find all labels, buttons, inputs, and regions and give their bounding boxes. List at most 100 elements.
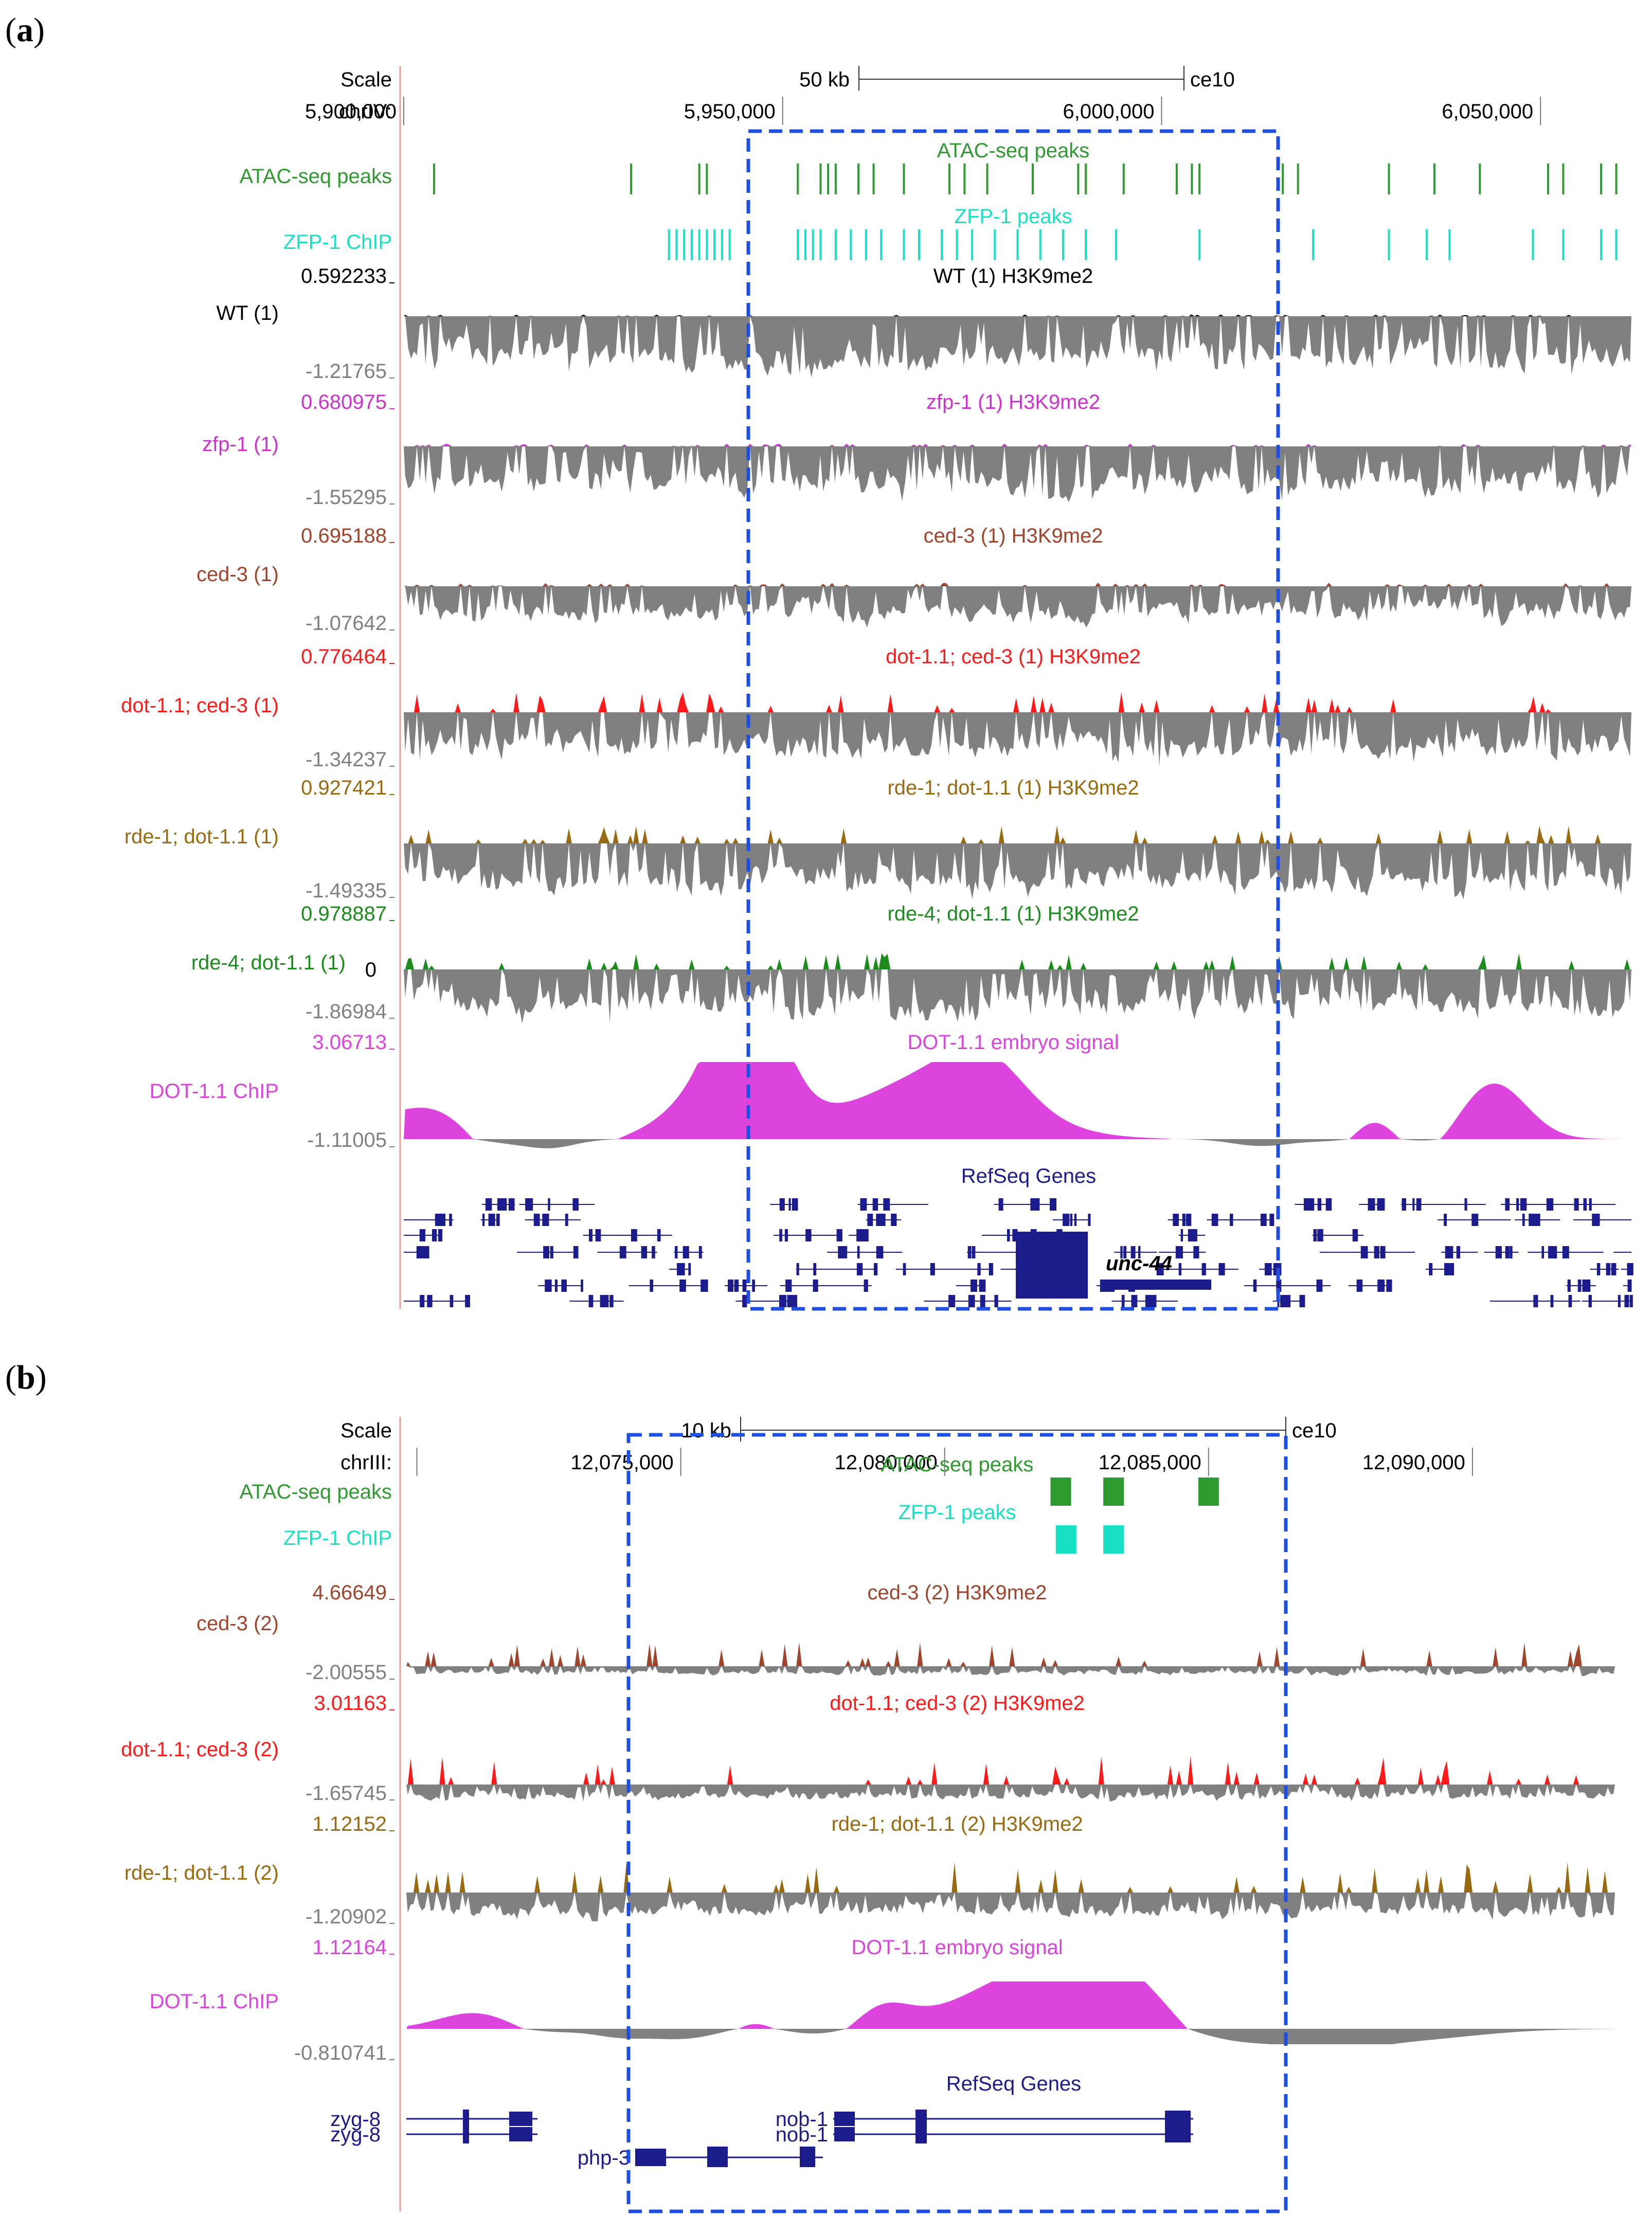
gene-exon [1192, 1229, 1197, 1241]
gene-exon [1583, 1198, 1587, 1211]
gene-exon [728, 1280, 734, 1292]
gene-exon [620, 1246, 626, 1258]
panel-b: Scale 10 kb ce10 chrIII: 12,075,000 12,080,00… [121, 1417, 1615, 2213]
track-max-value: 4.66649 [312, 1581, 387, 1604]
gene-exon [603, 1295, 609, 1307]
gene-exon [701, 1280, 707, 1292]
tick-label: 12,090,000 [1362, 1451, 1465, 1474]
gene-exon [1529, 1214, 1531, 1226]
track-max-value: 0.680975 [301, 391, 387, 413]
signal-negative-area [406, 1893, 1615, 1921]
peak-mark [690, 229, 693, 260]
peak-mark [1388, 164, 1390, 194]
gene-exon [589, 1229, 593, 1241]
peak-mark [1297, 164, 1299, 194]
peak-mark [1426, 229, 1428, 260]
scale-label: Scale [340, 68, 392, 91]
gene-exon [508, 1198, 515, 1211]
gene-exon [867, 1214, 873, 1226]
peak-mark [433, 164, 435, 194]
gene-name-label: nob-1 [776, 2123, 828, 2146]
peak-track-label: ZFP-1 ChIP [283, 231, 392, 254]
gene-exon [796, 1263, 799, 1275]
peak-mark [721, 229, 723, 260]
gene-exon [1269, 1214, 1274, 1226]
gene-exon [838, 1246, 843, 1258]
scale-bar-label: 10 kb [681, 1419, 731, 1442]
gene-exon [1520, 1198, 1527, 1211]
gene-exon [1548, 1246, 1554, 1258]
signal-negative-area [404, 316, 1631, 377]
gene-exon [1121, 1295, 1125, 1307]
gene-exon [860, 1198, 867, 1211]
gene-exon [856, 1263, 863, 1275]
gene-exon [880, 1214, 886, 1226]
gene-exon [600, 1295, 604, 1307]
gene-exon [1594, 1214, 1600, 1226]
peak-mark [956, 229, 958, 260]
gene-exon [874, 1263, 878, 1275]
gene-exon [883, 1198, 890, 1211]
gene-exon [979, 1280, 986, 1292]
gene-exon [864, 1280, 868, 1292]
peak-mark [713, 229, 716, 260]
track-label: ced-3 (1) [196, 563, 279, 586]
gene-exon [998, 1198, 1003, 1211]
track-label: DOT-1.1 ChIP [150, 1990, 279, 2013]
peak-mark [1191, 164, 1193, 194]
gene-exon [1276, 1280, 1282, 1292]
gene-exon [875, 1198, 878, 1211]
gene-exon [550, 1246, 553, 1258]
gene-name-label: unc-44 [1106, 1252, 1172, 1275]
gene-exon [1562, 1246, 1569, 1258]
gene-exon [485, 1198, 492, 1211]
gene-exon [1377, 1198, 1383, 1211]
gene-exon [792, 1198, 798, 1211]
track-min-value: -1.07642 [306, 612, 387, 635]
peak-mark [1600, 164, 1603, 194]
tick-label: 12,075,000 [570, 1451, 673, 1474]
gene-exon [438, 1229, 443, 1241]
track-max-value: 1.12164 [312, 1936, 387, 1959]
signal-negative-area [404, 843, 1631, 899]
gene-exon [1370, 1198, 1375, 1211]
gene-exon [970, 1280, 977, 1292]
signal-negative-area [404, 586, 1631, 627]
signal-negative-area [406, 1666, 1615, 1677]
gene-exon [1611, 1263, 1615, 1275]
track-zero-value: 0 [365, 959, 376, 981]
gene-exon [1284, 1295, 1291, 1307]
gene-exon [463, 2125, 469, 2143]
peak-mark [1175, 164, 1178, 194]
gene-exon [1606, 1263, 1611, 1275]
gene-exon [1156, 1263, 1164, 1275]
gene-exon [688, 1263, 691, 1275]
gene-exon [1380, 1198, 1385, 1211]
gene-exon [734, 1280, 739, 1292]
gene-exon [581, 1280, 583, 1292]
track-title: DOT-1.1 embryo signal [851, 1936, 1063, 1959]
peak-track-title: ATAC-seq peaks [881, 1453, 1033, 1476]
gene-exon [968, 1295, 975, 1307]
panel-a: Scale 50 kb ce10 chrIV:5,900,000 5,950,000 6,… [121, 66, 1633, 1311]
signal-negative-area [406, 2029, 1615, 2044]
peak-mark [1433, 164, 1435, 194]
assembly-label: ce10 [1190, 68, 1235, 91]
gene-exon [1568, 1295, 1572, 1307]
peak-mark [698, 229, 701, 260]
gene-exon [967, 1246, 972, 1258]
peak-mark [872, 164, 875, 194]
gene-exon [1178, 1263, 1182, 1275]
peak-mark [1198, 1478, 1219, 1506]
gene-exon [588, 1295, 594, 1307]
peak-mark [698, 164, 701, 194]
gene-exon [1211, 1214, 1218, 1226]
signal-positive-area [404, 953, 1631, 969]
signal-positive-area [406, 1756, 1615, 1785]
signal-positive-area [404, 825, 1631, 843]
track-title: rde-4; dot-1.1 (1) H3K9me2 [887, 903, 1139, 925]
track-title: rde-1; dot-1.1 (1) H3K9me2 [887, 777, 1139, 799]
signal-positive-area [404, 582, 1631, 586]
track-label: zfp-1 (1) [202, 433, 279, 456]
gene-exon [420, 1295, 425, 1307]
